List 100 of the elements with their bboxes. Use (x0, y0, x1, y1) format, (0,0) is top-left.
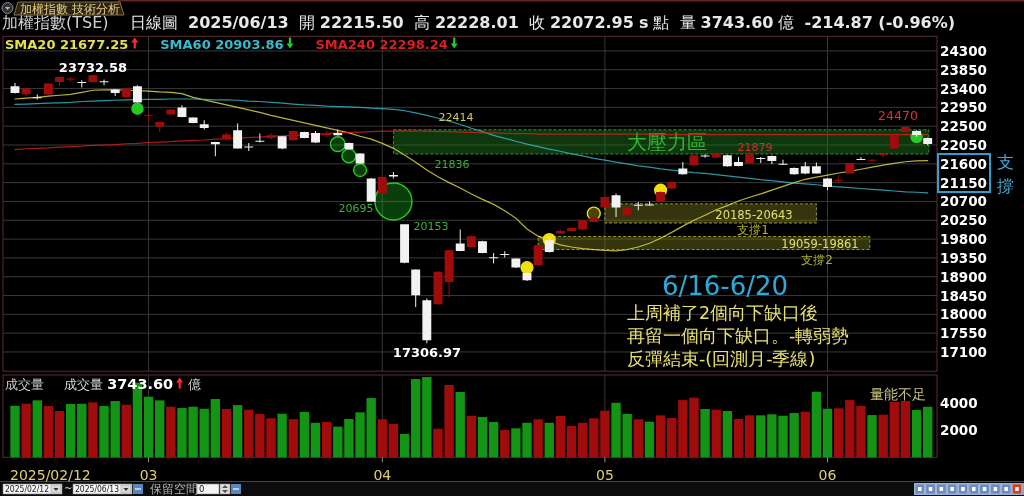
bar (744, 415, 755, 458)
candlestick (66, 76, 76, 82)
candlestick (355, 152, 365, 164)
text: ~ (64, 483, 73, 494)
x-tick-label: 05 (596, 466, 614, 483)
band-label: 支撐1 (737, 222, 769, 237)
candlestick (878, 152, 888, 158)
y-tick-label: 22050 (940, 137, 987, 154)
candlestick (222, 131, 231, 141)
y-tick-label: 21600 (940, 155, 987, 172)
text: 2025/06/13 (75, 484, 124, 495)
candlestick (511, 258, 521, 268)
annotation: 24470 (878, 107, 918, 123)
annotation: 20153 (413, 220, 449, 233)
bar (299, 411, 310, 458)
annotation: 上周補了2個向下缺口後 (627, 303, 819, 323)
bar (500, 430, 510, 458)
candlestick (578, 219, 588, 230)
bar (722, 411, 733, 458)
band-label: 大壓力區 (627, 130, 707, 154)
candlestick (411, 269, 421, 307)
bar (54, 411, 65, 458)
y-tick-label: 23850 (940, 61, 987, 78)
candlestick (734, 156, 743, 167)
bar (366, 398, 376, 458)
bar (277, 413, 287, 458)
bar (833, 408, 844, 458)
band-label: 支撐2 (801, 252, 833, 267)
annotation: 21836 (434, 158, 470, 171)
y-tick-label: 22500 (940, 118, 987, 135)
bar (878, 414, 888, 458)
y-axis-title: 億 (188, 376, 202, 392)
candlestick (155, 121, 165, 132)
bar (555, 416, 566, 458)
bar (65, 404, 76, 458)
candlestick (567, 227, 576, 232)
candlestick (77, 80, 87, 88)
bar (210, 399, 221, 458)
candlestick (88, 74, 98, 83)
candlestick (288, 130, 298, 141)
candlestick (611, 193, 621, 217)
annotation: 再留一個向下缺口。-轉弱勢 (627, 326, 850, 346)
candlestick (366, 178, 376, 202)
bar (845, 400, 855, 458)
annotation: 22414 (438, 111, 474, 124)
candlestick (900, 126, 910, 133)
bar (577, 422, 588, 458)
candlestick (299, 131, 309, 139)
bar (611, 402, 621, 458)
candlestick (678, 161, 688, 175)
candlestick (144, 113, 154, 121)
bar (756, 415, 766, 458)
candlestick (233, 123, 243, 149)
bar (633, 419, 643, 458)
bar (622, 413, 632, 458)
y-tick-label: 18450 (940, 287, 987, 304)
chart-title: 成交量 (5, 376, 44, 392)
candlestick (455, 229, 465, 252)
bar (166, 406, 176, 458)
bar (466, 415, 477, 458)
candlestick (478, 240, 487, 254)
candlestick (800, 161, 810, 175)
bar (310, 422, 321, 458)
y-tick-label: 17100 (940, 343, 987, 360)
y-tick-label: 23400 (940, 80, 987, 97)
text: 2025/02/12 (5, 484, 54, 495)
series-label: 成交量 3743.60 (64, 375, 174, 392)
candlestick (188, 117, 198, 124)
bar (232, 405, 243, 458)
bar (10, 405, 20, 458)
bar (422, 377, 432, 458)
bar (455, 392, 465, 458)
text: SMA60 20903.86 (160, 36, 284, 52)
bar (544, 422, 554, 458)
bar (655, 415, 666, 458)
candlestick (589, 217, 599, 223)
candlestick (633, 201, 643, 211)
candlestick (778, 159, 788, 166)
y-tick-label: 19800 (940, 231, 987, 248)
bar (88, 402, 98, 458)
bar (244, 409, 254, 458)
candlestick (889, 134, 899, 150)
candlestick (322, 130, 332, 137)
candlestick (789, 167, 799, 175)
candlestick (244, 142, 254, 151)
candlestick (444, 249, 454, 297)
candlestick (466, 235, 476, 248)
bar (221, 409, 232, 458)
x-tick-label: 06 (818, 466, 837, 483)
bar (199, 408, 209, 458)
candlestick (600, 196, 610, 209)
bar (711, 409, 721, 458)
candlestick (767, 155, 777, 165)
candlestick (166, 109, 176, 115)
annotation: 6/16-6/20 (661, 271, 789, 301)
bar (155, 400, 165, 458)
bar (923, 406, 933, 458)
bar (800, 411, 810, 458)
y-tick-label: 2000 (940, 422, 978, 439)
y-tick-label: 24300 (940, 42, 987, 59)
